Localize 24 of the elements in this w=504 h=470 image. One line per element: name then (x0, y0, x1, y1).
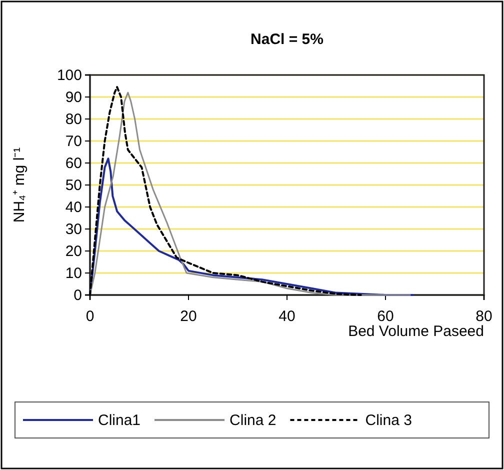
y-tick-label: 0 (74, 286, 82, 304)
y-tick-label: 20 (65, 242, 82, 260)
y-tick-label: 80 (65, 110, 82, 128)
y-tick-label: 70 (65, 132, 82, 150)
chart-title: NaCl = 5% (250, 31, 324, 48)
x-tick-label: 40 (278, 308, 296, 325)
y-tick-label: 30 (65, 220, 82, 238)
legend-label: Clina 2 (230, 412, 276, 429)
legend-label: Clina1 (98, 412, 141, 429)
x-tick-label: 80 (476, 308, 492, 325)
line-series (89, 158, 414, 296)
legend-label: Clina 3 (365, 412, 412, 429)
y-tick-label: 90 (65, 88, 82, 106)
x-tick-label: 60 (377, 308, 394, 325)
x-axis-title: Bed Volume Paseed (348, 323, 484, 340)
y-axis-title: NH₄⁺ mg l⁻¹ (11, 147, 28, 223)
y-tick-label: 60 (65, 154, 82, 172)
y-tick-label: 10 (65, 264, 82, 282)
x-tick-label: 20 (180, 308, 197, 325)
x-tick-label: 0 (86, 308, 94, 325)
y-tick-label: 40 (65, 198, 82, 216)
y-tick-label: 100 (56, 66, 82, 84)
line-series (89, 92, 411, 296)
y-tick-label: 50 (65, 176, 82, 194)
